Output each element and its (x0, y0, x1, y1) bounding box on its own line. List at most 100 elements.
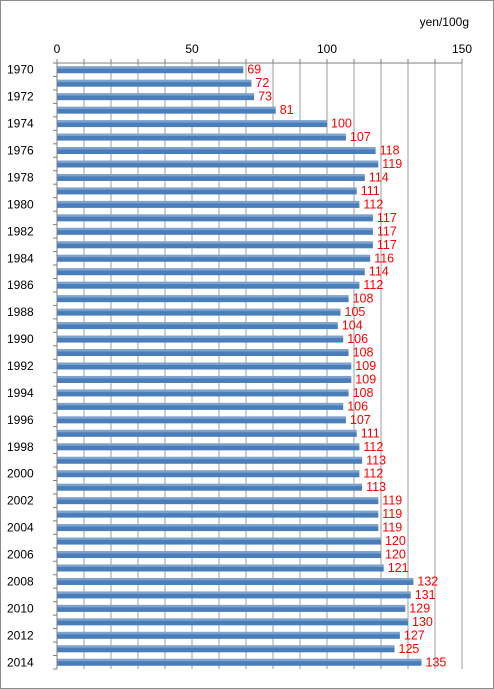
bar-highlight-2001 (57, 483, 363, 487)
bar-1981 (57, 214, 373, 222)
unit-label: yen/100g (420, 15, 469, 29)
bar-1990 (57, 335, 344, 343)
bar-highlight-1993 (57, 375, 352, 379)
bar-2003 (57, 510, 379, 518)
bar-highlight-1990 (57, 335, 344, 339)
data-label-2000: 112 (363, 467, 383, 481)
data-label-1978: 114 (369, 170, 389, 184)
y-tick-label-2010: 2010 (7, 601, 34, 615)
bar-highlight-1972 (57, 93, 255, 96)
data-label-1975: 107 (350, 130, 371, 144)
data-label-2001: 113 (366, 480, 386, 494)
y-tick-label-1984: 1984 (7, 251, 34, 265)
bar-highlight-1979 (57, 187, 357, 190)
bar-highlight-1995 (57, 402, 344, 406)
y-tick-label-1998: 1998 (7, 440, 34, 454)
bar-highlight-1970 (57, 66, 244, 69)
data-label-1995: 106 (347, 399, 368, 413)
bar-highlight-2000 (57, 470, 360, 473)
bar-1982 (57, 227, 373, 235)
bar-2006 (57, 551, 381, 559)
bar-2004 (57, 524, 379, 532)
bar-highlight-2008 (57, 577, 414, 581)
bar-highlight-1992 (57, 362, 352, 365)
y-tick-label-1990: 1990 (7, 332, 34, 346)
bar-1986 (57, 281, 360, 289)
data-label-1970: 69 (247, 63, 261, 77)
bar-highlight-1988 (57, 308, 341, 312)
bar-highlight-1986 (57, 281, 360, 285)
data-label-2003: 119 (382, 507, 402, 521)
bar-1974 (57, 120, 327, 128)
y-tick-label-1972: 1972 (7, 90, 34, 104)
bar-2002 (57, 497, 379, 505)
y-tick-label-2004: 2004 (7, 521, 34, 535)
y-tick-label-2006: 2006 (7, 548, 34, 562)
bar-1977 (57, 160, 379, 168)
y-tick-label-1982: 1982 (7, 224, 34, 238)
bar-highlight-1974 (57, 120, 327, 123)
bar-highlight-1976 (57, 147, 376, 150)
data-label-1971: 72 (255, 76, 269, 90)
bar-1996 (57, 416, 346, 424)
bar-2011 (57, 618, 408, 626)
data-label-1999: 113 (366, 453, 386, 467)
data-label-1972: 73 (258, 90, 272, 104)
bar-highlight-1997 (57, 429, 357, 433)
x-tick-label: 100 (317, 42, 337, 56)
bar-highlight-2011 (57, 618, 408, 621)
bar-highlight-1999 (57, 456, 363, 460)
data-label-1981: 117 (377, 211, 397, 225)
bar-highlight-2003 (57, 510, 379, 514)
bar-highlight-1996 (57, 416, 346, 419)
bar-1973 (57, 106, 276, 114)
data-label-2002: 119 (382, 494, 402, 508)
bar-2013 (57, 645, 395, 653)
bar-highlight-1973 (57, 106, 276, 110)
data-label-1977: 119 (382, 157, 402, 171)
y-tick-label-1996: 1996 (7, 413, 34, 427)
y-tick-label-1992: 1992 (7, 359, 34, 373)
bar-1994 (57, 389, 349, 397)
bar-1992 (57, 362, 352, 370)
bar-highlight-1977 (57, 160, 379, 163)
data-label-2011: 130 (412, 615, 433, 629)
bar-1970 (57, 66, 244, 74)
bar-1979 (57, 187, 357, 195)
y-tick-label-1986: 1986 (7, 278, 34, 292)
x-tick-label: 150 (452, 42, 472, 56)
bar-1985 (57, 268, 365, 276)
data-labels: 6972738110010711811911411111211711711711… (247, 63, 446, 670)
bar-highlight-2006 (57, 551, 381, 554)
y-tick-label-1988: 1988 (7, 305, 34, 319)
bar-1976 (57, 147, 376, 155)
bar-2001 (57, 483, 363, 491)
data-label-2007: 121 (388, 561, 409, 575)
bar-1999 (57, 456, 363, 464)
bar-1998 (57, 443, 360, 451)
bar-1983 (57, 241, 373, 249)
bar-highlight-1998 (57, 443, 360, 446)
data-label-2014: 135 (426, 655, 447, 669)
bar-1988 (57, 308, 341, 316)
bar-2000 (57, 470, 360, 478)
bar-2008 (57, 577, 414, 585)
data-label-1976: 118 (380, 144, 400, 158)
bar-highlight-2014 (57, 658, 422, 662)
y-tick-label-1994: 1994 (7, 386, 34, 400)
data-label-2005: 120 (385, 534, 406, 548)
bar-highlight-2002 (57, 497, 379, 500)
bar-highlight-1991 (57, 349, 349, 352)
data-label-1990: 106 (347, 332, 368, 346)
bar-1975 (57, 133, 346, 141)
y-tick-label-1970: 1970 (7, 63, 34, 77)
data-label-1997: 111 (361, 426, 380, 440)
data-label-1991: 108 (353, 346, 374, 360)
bar-highlight-2004 (57, 524, 379, 527)
bar-highlight-1971 (57, 79, 252, 83)
y-tick-labels: 1970 1972 1974 1976 1978 1980 1982 1984 1986 1988… (7, 63, 34, 670)
bar-1971 (57, 79, 252, 87)
bar-1978 (57, 173, 365, 181)
bar-1993 (57, 375, 352, 383)
